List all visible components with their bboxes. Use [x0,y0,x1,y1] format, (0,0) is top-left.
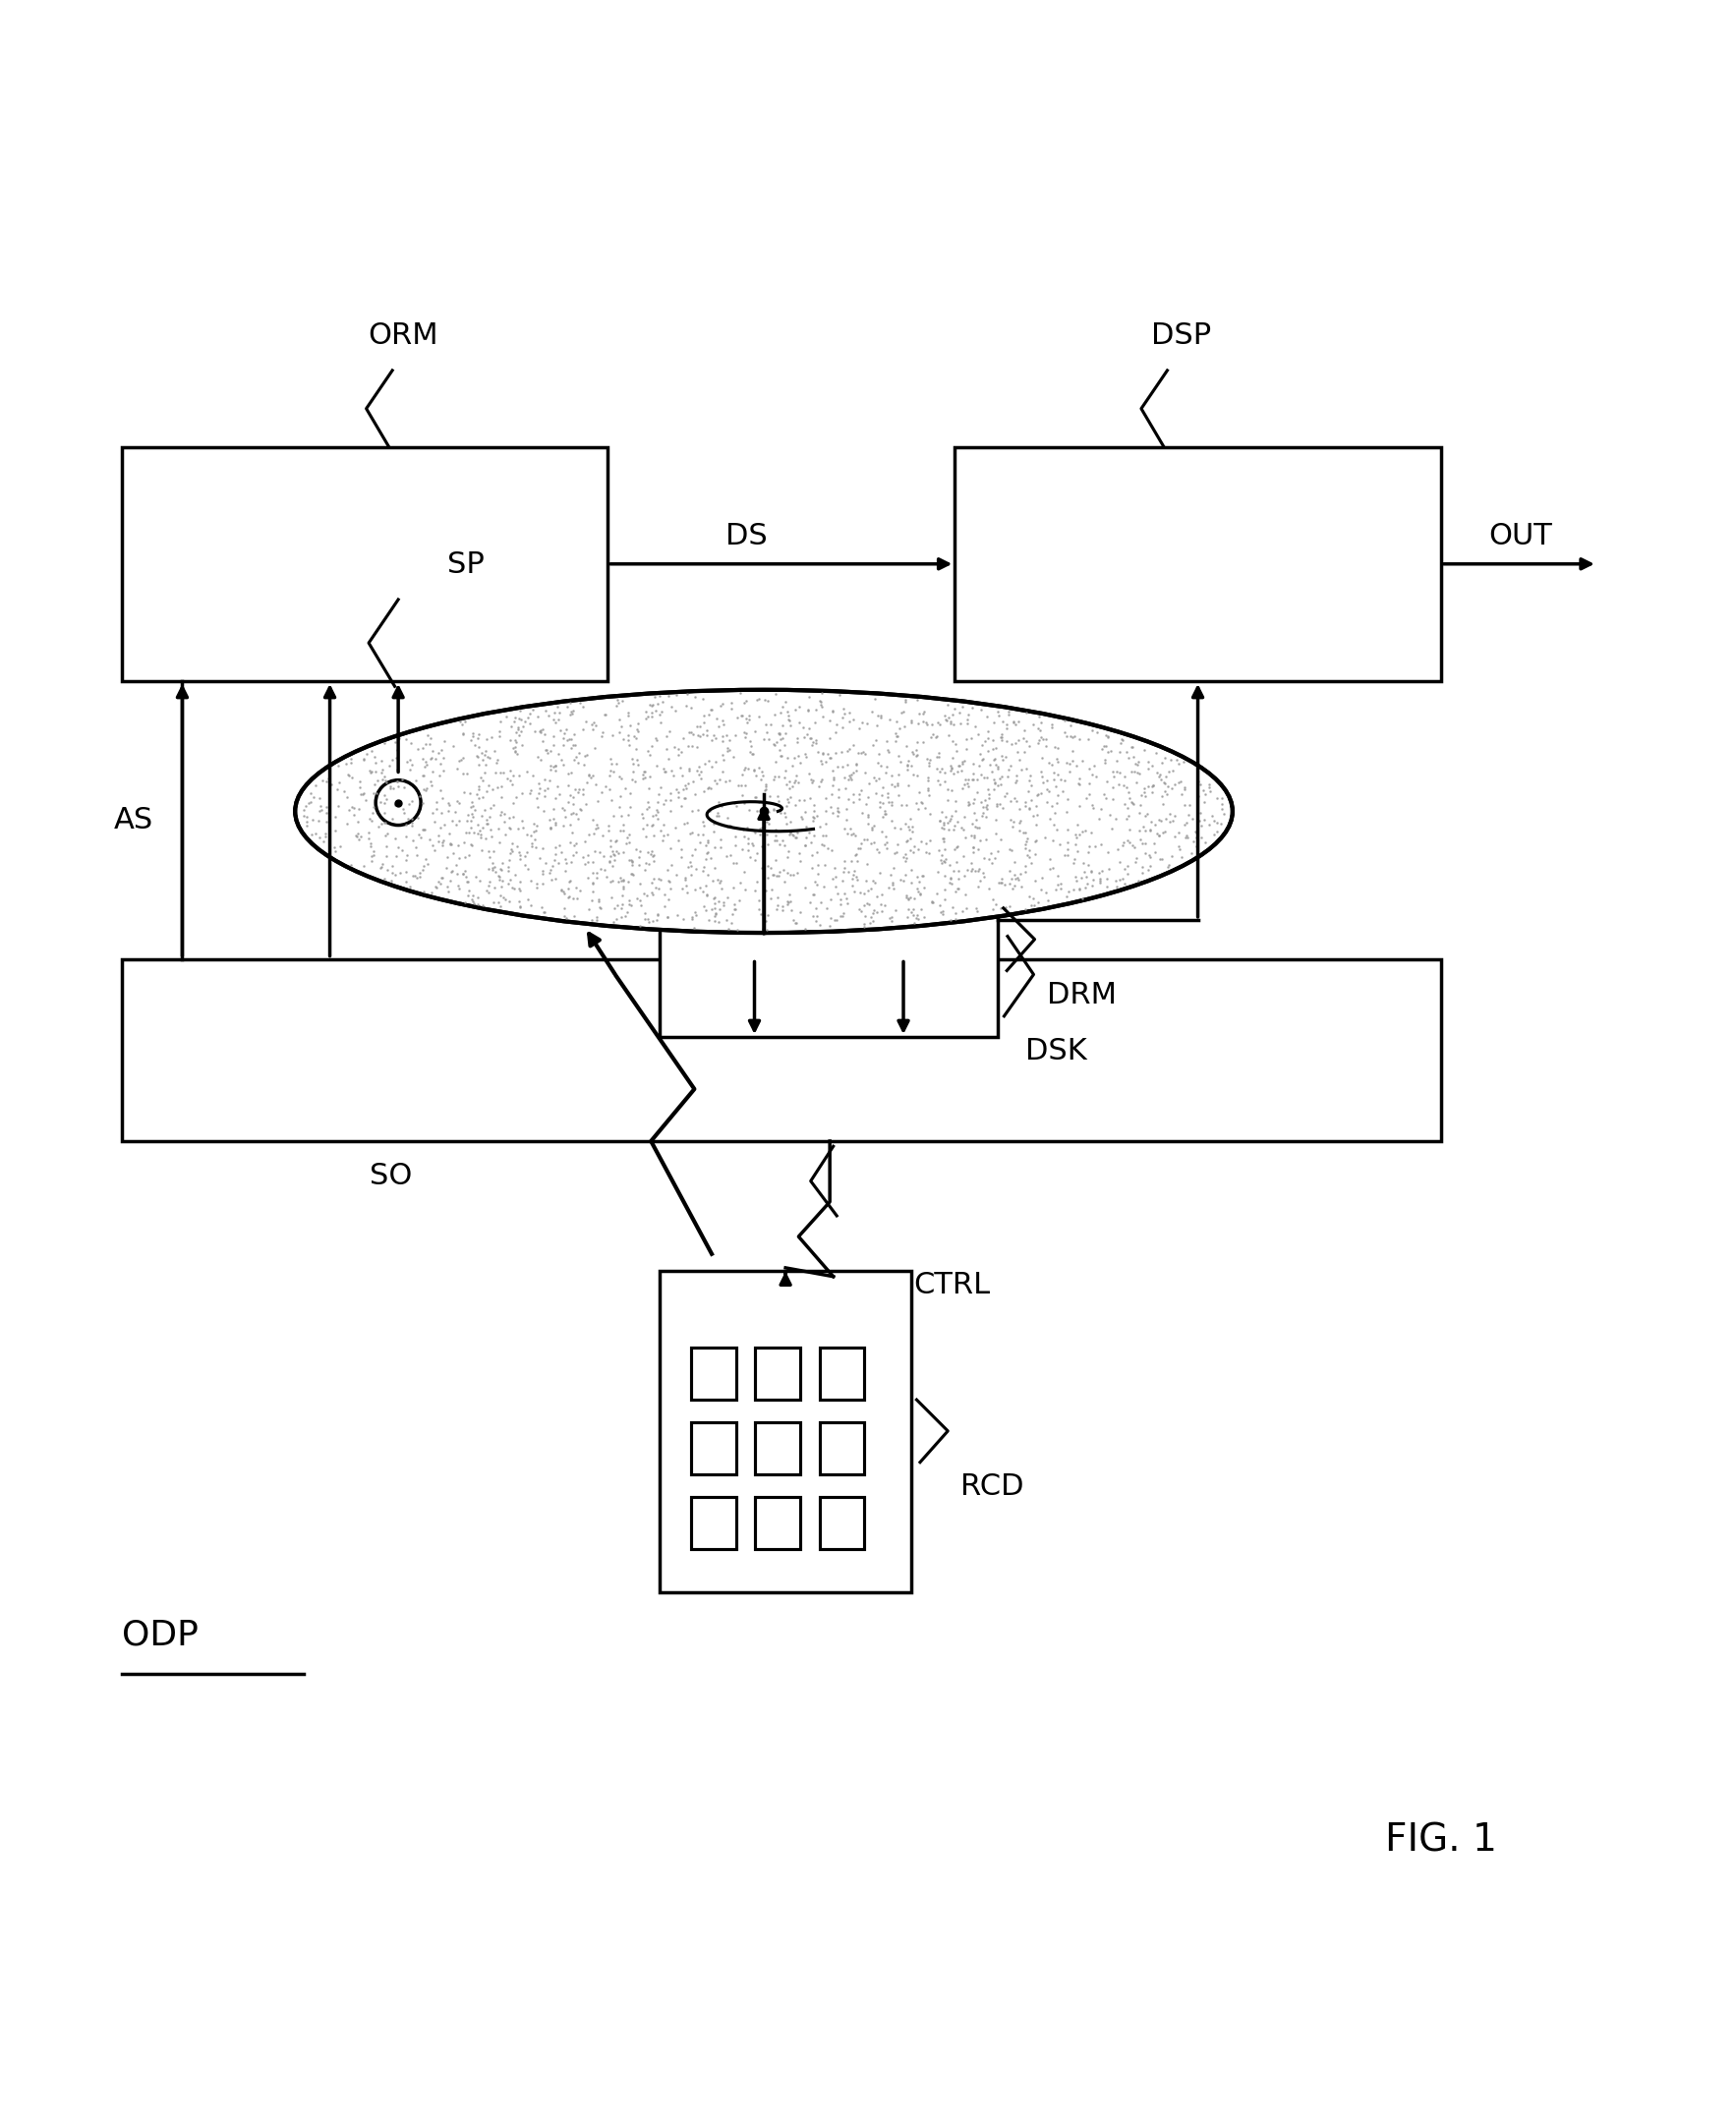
Text: OUT: OUT [1489,521,1552,551]
Text: ORM: ORM [368,321,437,349]
Text: DSP: DSP [1151,321,1212,349]
Text: DS: DS [726,521,767,551]
Text: DSK: DSK [1024,1037,1087,1065]
Text: DRM: DRM [1047,980,1116,1010]
Text: ODP: ODP [122,1618,198,1652]
FancyBboxPatch shape [819,1422,865,1475]
Text: SP: SP [446,551,484,578]
FancyBboxPatch shape [122,446,608,680]
Ellipse shape [295,689,1233,933]
Text: CTRL: CTRL [913,1271,990,1299]
FancyBboxPatch shape [755,1497,800,1550]
Text: RCD: RCD [960,1473,1024,1501]
Text: SO: SO [370,1163,411,1191]
FancyBboxPatch shape [660,1271,911,1592]
FancyBboxPatch shape [122,959,1441,1142]
FancyBboxPatch shape [755,1422,800,1475]
FancyBboxPatch shape [691,1422,736,1475]
FancyBboxPatch shape [691,1497,736,1550]
FancyBboxPatch shape [819,1497,865,1550]
FancyBboxPatch shape [691,1348,736,1399]
FancyBboxPatch shape [755,1348,800,1399]
FancyBboxPatch shape [819,1348,865,1399]
Text: FIG. 1: FIG. 1 [1385,1822,1496,1860]
FancyBboxPatch shape [660,804,998,1037]
Text: AS: AS [115,806,153,833]
FancyBboxPatch shape [955,446,1441,680]
